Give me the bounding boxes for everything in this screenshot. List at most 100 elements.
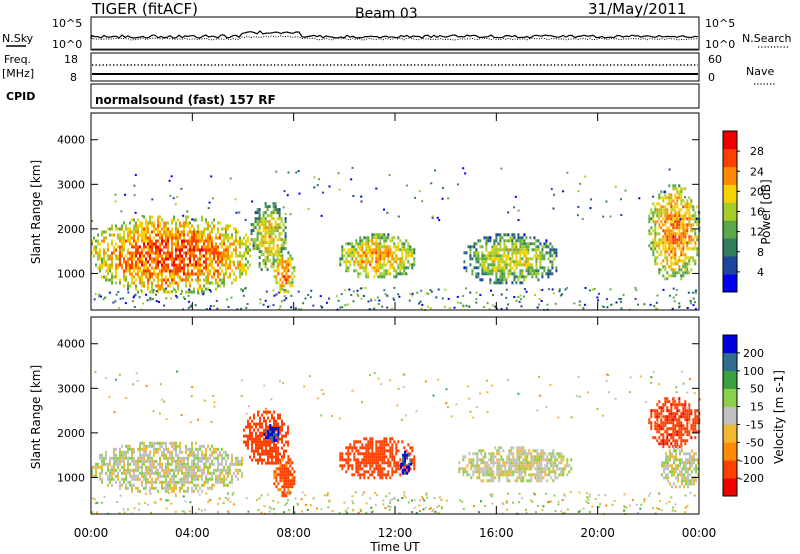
echo-cell xyxy=(511,233,514,237)
echo-cell xyxy=(676,418,679,422)
echo-cell xyxy=(406,471,409,475)
echo-cell xyxy=(661,464,663,468)
echo-cell xyxy=(660,427,663,431)
echo-cell xyxy=(353,251,356,255)
echo-cell xyxy=(470,461,473,465)
echo-cell xyxy=(171,441,173,445)
echo-cell xyxy=(191,245,193,249)
echo-cell xyxy=(379,467,382,471)
echo-cell xyxy=(201,218,203,222)
echo-cell xyxy=(129,447,131,451)
echo-cell xyxy=(123,230,125,234)
echo-cell xyxy=(513,260,516,264)
echo-cell xyxy=(464,470,467,474)
echo-cell xyxy=(652,436,655,440)
echo-cell xyxy=(495,272,498,276)
echo-cell xyxy=(513,233,516,237)
echo-cell xyxy=(107,477,109,481)
echo-cell xyxy=(121,263,123,267)
echo-cell xyxy=(225,468,227,472)
echo-cell xyxy=(289,479,292,483)
echo-cell xyxy=(205,251,207,255)
echo-cell xyxy=(678,184,681,188)
echo-cell xyxy=(389,260,392,264)
echo-cell xyxy=(262,217,265,221)
echo-cell xyxy=(371,233,374,237)
echo-cell xyxy=(684,271,687,275)
echo-cell xyxy=(668,253,671,257)
echo-cell xyxy=(525,266,528,270)
echo-cell xyxy=(177,239,179,243)
echo-cell xyxy=(187,263,189,267)
echo-cell xyxy=(107,257,109,261)
echo-cell xyxy=(252,229,255,233)
echo-cell xyxy=(554,458,557,462)
echo-cell xyxy=(287,440,289,444)
echo-cell xyxy=(123,272,125,276)
echo-cell xyxy=(161,480,163,484)
echo-cell xyxy=(650,415,653,419)
echo-cell xyxy=(231,456,233,460)
echo-cell xyxy=(522,470,525,474)
echo-cell xyxy=(281,464,284,468)
echo-cell xyxy=(540,458,543,462)
echo-cell xyxy=(662,409,665,413)
echo-cell xyxy=(105,450,107,454)
echo-cell xyxy=(399,467,402,471)
echo-cell xyxy=(429,307,432,310)
echo-cell xyxy=(391,470,394,474)
echo-cell xyxy=(510,449,513,453)
echo-cell xyxy=(217,281,219,285)
echo-cell xyxy=(548,473,551,477)
echo-cell xyxy=(151,284,153,288)
echo-cell xyxy=(686,229,689,233)
echo-cell xyxy=(259,416,261,420)
echo-cell xyxy=(121,483,123,487)
echo-cell xyxy=(517,263,520,267)
echo-cell xyxy=(269,437,271,441)
echo-cell xyxy=(159,474,161,478)
echo-cell xyxy=(263,410,265,414)
echo-cell xyxy=(145,260,147,264)
echo-cell xyxy=(507,257,510,261)
echo-cell xyxy=(211,242,213,246)
echo-cell xyxy=(536,458,539,462)
echo-cell xyxy=(271,446,273,450)
echo-cell xyxy=(416,291,419,294)
echo-cell xyxy=(381,446,384,450)
echo-cell xyxy=(496,467,499,471)
echo-cell xyxy=(195,236,197,240)
echo-cell xyxy=(499,236,502,240)
echo-cell xyxy=(181,456,183,460)
echo-cell xyxy=(197,278,199,282)
echo-cell xyxy=(664,256,667,260)
echo-cell xyxy=(187,486,189,490)
echo-cell xyxy=(211,227,213,231)
echo-cell xyxy=(345,461,348,465)
echo-cell xyxy=(233,248,235,252)
echo-cell xyxy=(145,245,147,249)
echo-cell xyxy=(259,437,261,441)
echo-cell xyxy=(387,245,390,249)
echo-cell xyxy=(175,254,177,258)
echo-cell xyxy=(347,251,350,255)
echo-cell xyxy=(513,278,516,282)
echo-cell xyxy=(149,453,151,457)
echo-cell xyxy=(262,259,265,263)
echo-cell xyxy=(576,214,579,217)
echo-cell xyxy=(500,455,503,459)
echo-cell xyxy=(97,233,99,237)
echo-cell xyxy=(219,221,221,225)
echo-cell xyxy=(137,236,139,240)
echo-cell xyxy=(119,453,121,457)
echo-cell xyxy=(555,269,558,273)
echo-cell xyxy=(231,254,233,258)
echo-cell xyxy=(411,458,414,462)
echo-cell xyxy=(477,275,480,279)
echo-cell xyxy=(169,450,171,454)
echo-cell xyxy=(165,456,167,460)
echo-cell xyxy=(668,241,671,245)
echo-cell xyxy=(666,442,669,446)
echo-cell xyxy=(678,208,681,212)
echo-cell xyxy=(287,455,290,459)
